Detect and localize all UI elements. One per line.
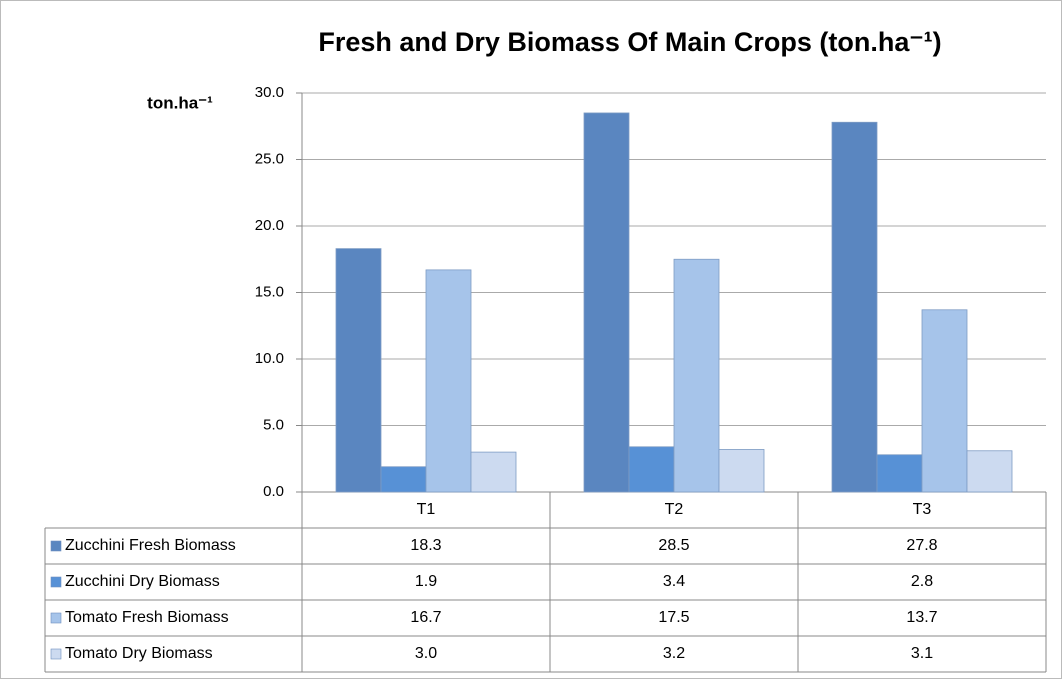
data-label: 3.1 bbox=[911, 645, 933, 662]
data-label: 16.7 bbox=[410, 609, 441, 626]
y-tick-label: 20.0 bbox=[255, 217, 284, 234]
legend-swatch bbox=[50, 648, 62, 660]
data-label: 3.2 bbox=[663, 645, 685, 662]
data-label: 3.0 bbox=[415, 645, 437, 662]
chart-title: Fresh and Dry Biomass Of Main Crops (ton… bbox=[318, 27, 941, 57]
y-tick-label: 5.0 bbox=[263, 416, 284, 433]
data-label: 18.3 bbox=[410, 537, 441, 554]
x-tick-label: T1 bbox=[417, 501, 436, 518]
bar bbox=[425, 269, 472, 493]
legend-label: Zucchini Dry Biomass bbox=[65, 573, 220, 590]
data-label: 17.5 bbox=[658, 609, 689, 626]
y-tick-label: 25.0 bbox=[255, 150, 284, 167]
y-tick-label: 30.0 bbox=[255, 84, 284, 101]
data-label: 2.8 bbox=[911, 573, 933, 590]
x-tick-label: T2 bbox=[665, 501, 684, 518]
data-label: 3.4 bbox=[663, 573, 685, 590]
bar bbox=[628, 446, 675, 493]
bar bbox=[673, 258, 720, 493]
data-label: 13.7 bbox=[906, 609, 937, 626]
data-label: 1.9 bbox=[415, 573, 437, 590]
legend-swatch bbox=[50, 612, 62, 624]
legend-label: Tomato Dry Biomass bbox=[65, 645, 213, 662]
y-tick-label: 15.0 bbox=[255, 283, 284, 300]
bar bbox=[470, 451, 517, 493]
y-axis-label: ton.ha⁻¹ bbox=[147, 93, 213, 112]
bar bbox=[335, 248, 382, 493]
bar bbox=[831, 121, 878, 493]
bar bbox=[921, 309, 968, 493]
data-label: 27.8 bbox=[906, 537, 937, 554]
data-label: 28.5 bbox=[658, 537, 689, 554]
bar bbox=[583, 112, 630, 493]
y-tick-label: 10.0 bbox=[255, 350, 284, 367]
legend-label: Zucchini Fresh Biomass bbox=[65, 537, 236, 554]
legend-swatch bbox=[50, 576, 62, 588]
bar bbox=[966, 450, 1013, 493]
x-tick-label: T3 bbox=[913, 501, 932, 518]
bar bbox=[718, 449, 765, 493]
legend-label: Tomato Fresh Biomass bbox=[65, 609, 229, 626]
legend-swatch bbox=[50, 540, 62, 552]
y-tick-label: 0.0 bbox=[263, 483, 284, 500]
bar bbox=[380, 466, 427, 493]
bar bbox=[876, 454, 923, 493]
